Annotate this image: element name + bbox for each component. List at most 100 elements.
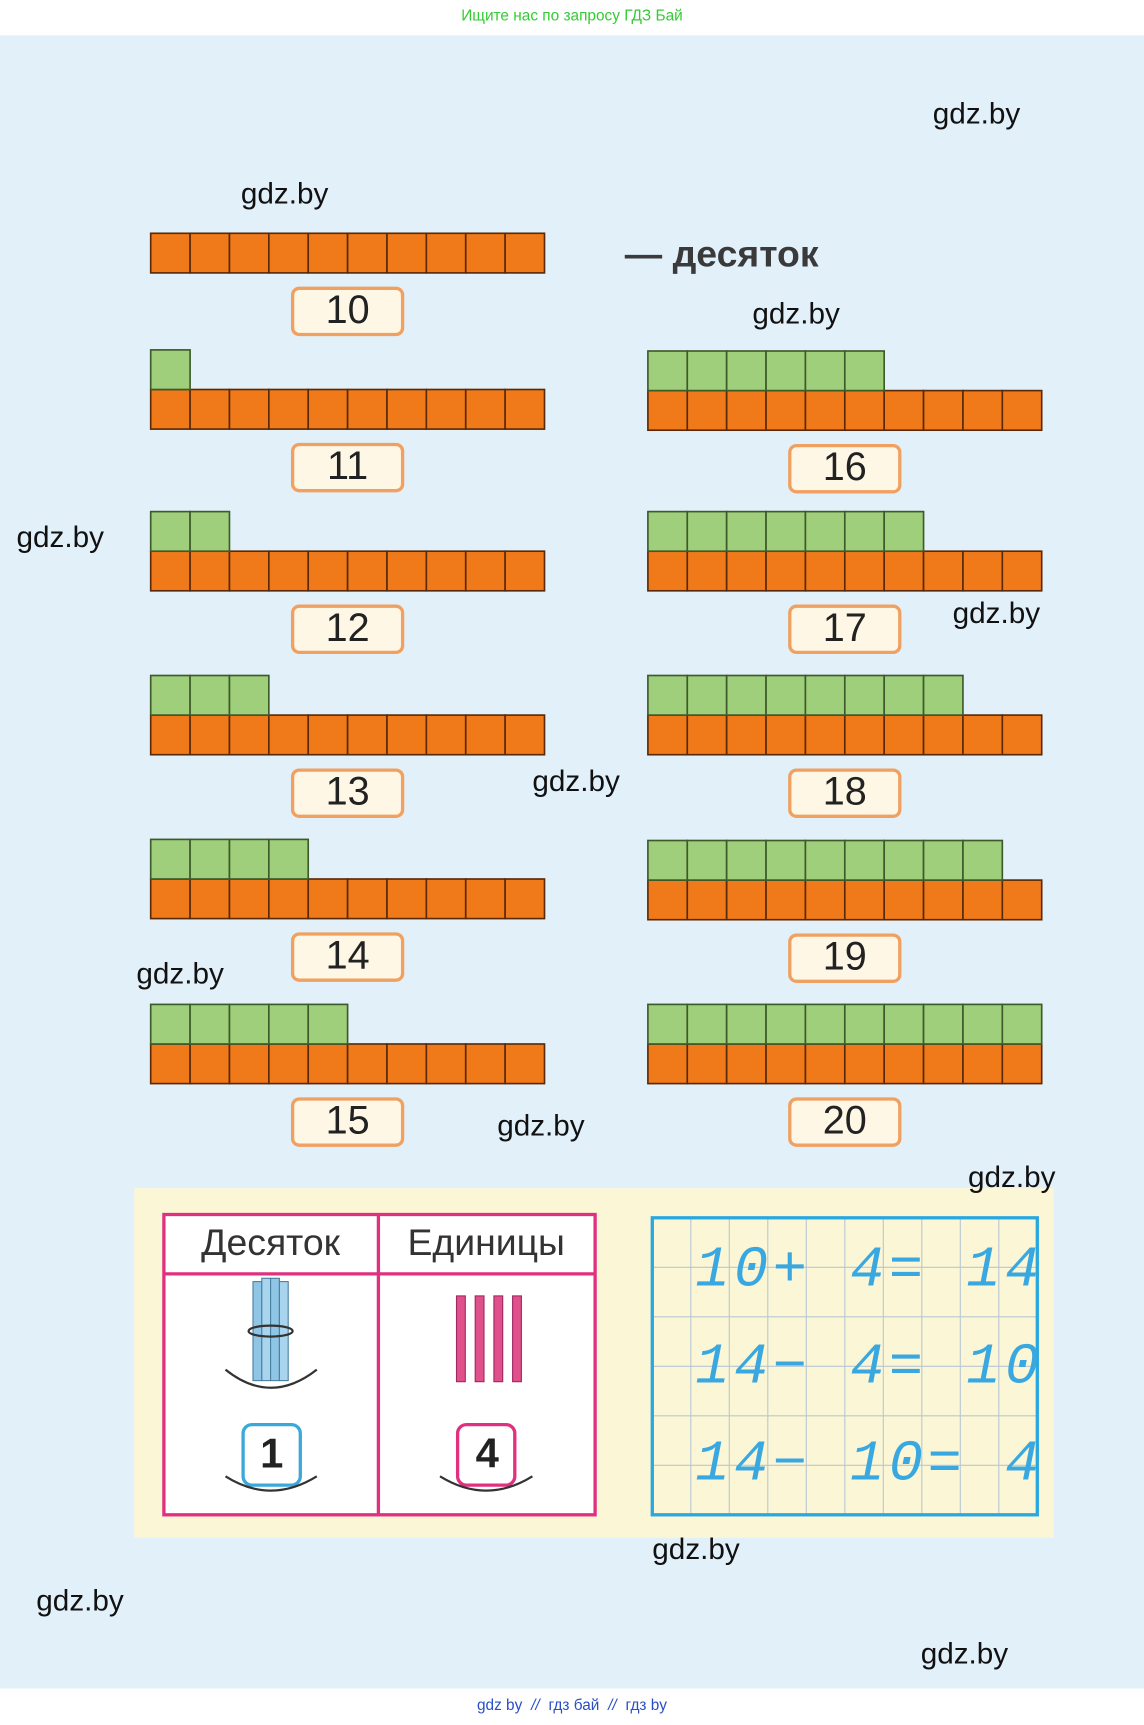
watermark: gdz.by (16, 521, 104, 554)
footer-bar (0, 1688, 1144, 1725)
equation: 14− 4= 10 (695, 1336, 1043, 1401)
ten-square (725, 550, 767, 592)
unit-square (883, 839, 925, 881)
ten-square (765, 389, 807, 432)
ten-square (765, 879, 807, 921)
unit-square (725, 1003, 767, 1045)
ten-square (228, 878, 270, 920)
ten-square (504, 714, 546, 756)
unit-square (228, 674, 270, 716)
unit-square (843, 510, 886, 553)
unit-square (843, 674, 886, 716)
number-label: 15 (326, 1099, 370, 1143)
unit-square (725, 350, 767, 392)
ten-square (307, 388, 349, 430)
ten-square (504, 550, 546, 592)
unit-square (765, 350, 807, 392)
ten-square (962, 1043, 1004, 1085)
ten-square (386, 388, 428, 430)
watermark: gdz.by (652, 1533, 740, 1566)
arc (224, 1475, 318, 1492)
number-label: 14 (326, 934, 370, 978)
ten-square (464, 878, 506, 920)
unit-square (883, 1003, 925, 1045)
digit: 4 (476, 1430, 500, 1477)
ten-square (228, 550, 270, 592)
ten-square (149, 714, 191, 756)
arc (439, 1475, 533, 1492)
unit-square (647, 1003, 689, 1045)
watermark: gdz.by (968, 1161, 1056, 1194)
ten-square (1001, 550, 1043, 592)
unit-square (268, 1003, 310, 1045)
footer-link[interactable]: gdz by (477, 1697, 523, 1714)
ten-square (725, 1043, 767, 1085)
ten-square (386, 878, 428, 920)
unit-square (765, 510, 807, 553)
bundle-icon (224, 1277, 318, 1389)
ten-square (268, 1043, 310, 1085)
unit-square (883, 510, 925, 553)
unit-square (647, 350, 689, 392)
watermark: gdz.by (241, 178, 329, 211)
unit-square (149, 510, 191, 553)
ten-square (228, 388, 270, 430)
unit-square (307, 1003, 349, 1045)
ten-square (647, 1043, 689, 1085)
ten-square (425, 1043, 467, 1085)
footer-separator: // (607, 1697, 618, 1714)
ten-square (228, 714, 270, 756)
ten-square (804, 879, 846, 921)
ten-square (1001, 714, 1043, 756)
ten-square (962, 879, 1004, 921)
ten-square (307, 714, 349, 756)
ten-square (922, 714, 964, 756)
ten-square (268, 878, 310, 920)
ten-square (647, 879, 689, 921)
ten-square (346, 232, 388, 274)
ten-square (922, 389, 964, 432)
number-label: 20 (823, 1099, 867, 1143)
ten-square (228, 232, 270, 274)
watermark: gdz.by (497, 1109, 585, 1142)
digit: 1 (260, 1430, 283, 1477)
equation: 10+ 4= 14 (695, 1239, 1043, 1304)
unit-square (228, 838, 270, 880)
ten-square (504, 232, 546, 274)
unit-square (686, 674, 728, 716)
ten-square (307, 1043, 349, 1085)
unit-square (725, 510, 767, 553)
number-box (290, 1097, 405, 1147)
unit-square (228, 1003, 270, 1045)
unit-square (647, 839, 689, 881)
unit-square (843, 839, 886, 881)
grid (652, 1217, 1038, 1515)
table-header: Единицы (407, 1221, 564, 1263)
ten-square (962, 714, 1004, 756)
ten-square (804, 1043, 846, 1085)
unit-square (189, 1003, 231, 1045)
footer-link[interactable]: гдз бай (549, 1697, 600, 1714)
unit-square (804, 1003, 846, 1045)
ten-square (464, 550, 506, 592)
top-bar (0, 0, 1144, 36)
unit-square (149, 1003, 191, 1045)
ten-square (307, 232, 349, 274)
footer-link[interactable]: гдз by (626, 1697, 668, 1714)
unit-square (804, 510, 846, 553)
number-label: 19 (823, 935, 867, 979)
ten-label: — десяток (625, 232, 819, 274)
ten-square (843, 879, 886, 921)
table-header: Десяток (201, 1221, 341, 1263)
number-box (788, 933, 902, 983)
unit-square (149, 349, 191, 391)
unit-square (804, 839, 846, 881)
ten-square (883, 879, 925, 921)
unit-square (725, 674, 767, 716)
unit-square (1001, 1003, 1043, 1045)
ten-square (346, 878, 388, 920)
ten-square (149, 388, 191, 430)
ten-square (1001, 1043, 1043, 1085)
unit-square (149, 838, 191, 880)
watermark: gdz.by (953, 597, 1041, 630)
